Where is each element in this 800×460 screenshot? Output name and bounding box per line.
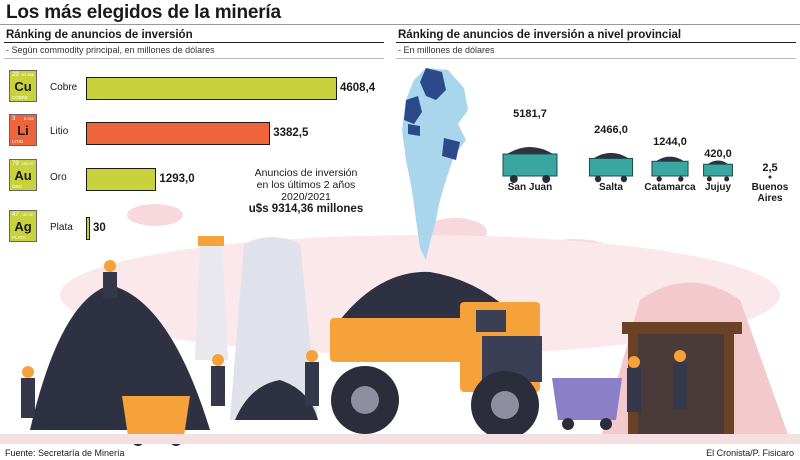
province-name-label: Salta [599,182,623,193]
coal-pile [30,285,210,430]
element-mass: 107.87 [21,212,34,217]
province-name-label: Jujuy [704,182,732,193]
bar-value-label: 4608,4 [340,82,376,94]
right-section-divider [396,42,796,43]
total-amount: u$s 9314,36 millones [248,203,364,215]
province-value-label: 5181,7 [513,108,547,120]
bar-plata [86,217,90,240]
cloud-shape [127,204,183,226]
cooling-tower [195,236,228,360]
bar-category-label: Cobre [50,82,78,93]
right-section-subtitle: - En millones de dólares [398,45,495,55]
argentina-map [402,68,468,260]
bar-category-label: Plata [50,222,73,233]
element-symbol: Au [14,168,32,183]
province-cart [651,156,689,182]
miner-figure [21,260,687,418]
total-line: en los últimos 2 años [256,179,356,191]
element-symbol: Li [17,123,29,138]
ground [0,434,800,444]
province-name-label: San Juan [507,182,553,193]
total-line: Anuncios de inversión [254,167,358,179]
element-number: 3 [12,116,16,122]
element-symbol: Cu [14,79,32,94]
left-section-divider [4,42,384,43]
province-carts [502,147,772,183]
province-value-label: 2,5 [762,162,778,174]
bar-category-label: Oro [50,172,67,183]
mine-beam [622,322,742,334]
left-section-subtitle: - Según commodity principal, en millones… [6,45,215,55]
element-number: 29 [12,72,19,78]
element-tile-cu: 29 63.546 Cu COBRE [9,70,37,102]
province-cart [588,152,634,183]
mine-cart [122,396,190,436]
total-line: 2020/2021 [281,191,331,203]
province-cart [703,160,733,182]
map-province-highlight [442,138,460,160]
total-investment-note: Anuncios de inversión en los últimos 2 a… [236,167,376,215]
province-value-label: 420,0 [704,148,732,160]
left-section-title: Ránking de anuncios de inversión [6,29,193,41]
bar-value-label: 30 [93,222,106,234]
bar-cobre [86,77,337,100]
bar-value-label: 1293,0 [159,173,195,185]
element-tile-ag: 47 107.87 Ag PLATA [9,210,37,242]
mine-cart [552,378,622,420]
province-value-label: 2466,0 [594,124,628,136]
element-name: PLATA [12,235,26,240]
bar-litio [86,122,271,145]
tower-band [198,236,224,246]
map-province-highlight [408,124,420,136]
cart-wheel [600,418,612,430]
page-title: Los más elegidos de la minería [6,2,281,23]
province-value-label: 1244,0 [653,136,687,148]
provincial-chart: 5181,7 2466,0 1244,0 420,0 2,5 San Juan … [400,100,800,215]
commodity-bar-chart: Cobre Litio Oro Plata 4608,4 3382,5 1293… [0,0,400,250]
bar-oro [86,168,157,191]
coal-pile [235,380,318,420]
element-tile-li: 3 6.941 Li LITIO [9,114,37,146]
map-province-highlight [420,68,446,100]
province-cart [502,147,558,183]
cart-wheel [562,418,574,430]
left-subtitle-divider [4,58,384,59]
element-mass: 6.941 [23,116,34,121]
source-note: Fuente: Secretaría de Minería [5,448,125,458]
bar-value-label: 3382,5 [273,127,309,139]
truck-window [476,310,506,332]
province-marker [768,175,772,179]
element-mass: 63.546 [21,72,34,77]
right-section-title: Ránking de anuncios de inversión a nivel… [398,29,682,41]
element-name: ORO [12,184,23,189]
mine-post [724,334,734,434]
cooling-tower [230,237,318,420]
map-province-highlight [404,96,422,124]
element-name: LITIO [12,139,24,144]
truck-hub [491,391,519,419]
element-mass: 196.97 [21,161,34,166]
element-number: 79 [12,161,19,167]
element-number: 47 [12,212,19,218]
truck-hub [351,386,379,414]
title-divider [0,24,800,25]
province-name-label: Buenos Aires [751,182,789,204]
credit-note: El Cronista/P. Fisicaro [706,448,794,458]
element-tile-au: 79 196.97 Au ORO [9,159,37,191]
element-symbol: Ag [14,219,32,234]
bar-category-label: Litio [50,126,69,137]
right-subtitle-divider [396,58,796,59]
element-name: COBRE [12,95,29,100]
province-name-label: Catamarca [644,182,696,193]
